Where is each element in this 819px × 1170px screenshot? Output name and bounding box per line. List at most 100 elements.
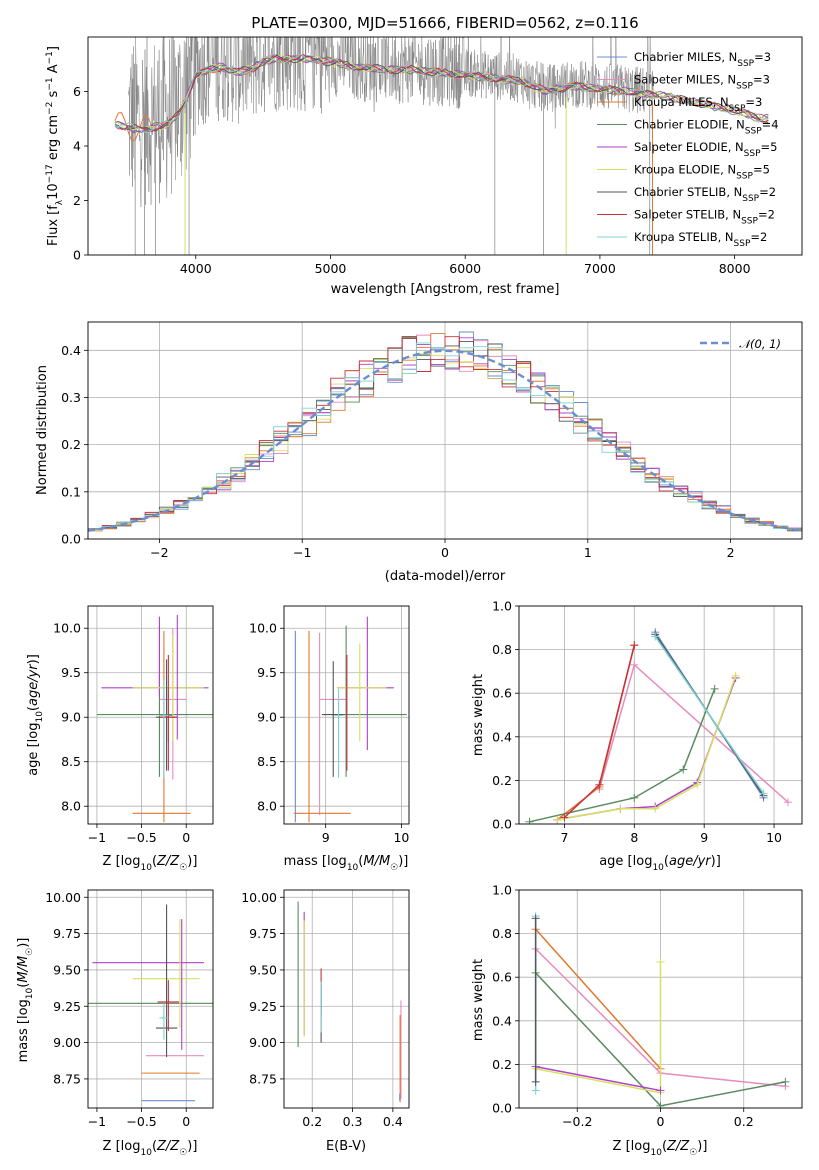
x-tick-label: 4000 bbox=[180, 261, 212, 276]
y-tick-label: 0.3 bbox=[61, 390, 81, 405]
x-tick-label: 9 bbox=[322, 830, 330, 845]
legend-entry: Kroupa STELIB, NSSP=2 bbox=[634, 230, 767, 249]
y-tick-label: 4 bbox=[73, 139, 81, 154]
grid bbox=[88, 890, 213, 1108]
y-tick-label: 8.75 bbox=[249, 1071, 277, 1086]
x-tick-label: 0.2 bbox=[302, 1114, 322, 1129]
x-tick-label: 0 bbox=[182, 830, 190, 845]
y-tick-label: 10.0 bbox=[53, 621, 81, 636]
y-tick-label: 0.8 bbox=[492, 926, 512, 941]
x-axis-label: (data-model)/error bbox=[385, 569, 506, 584]
axes-frame bbox=[87, 605, 214, 825]
series-line-chabrier_elodie bbox=[529, 688, 716, 823]
x-tick-label: 7 bbox=[560, 830, 568, 845]
plot-content bbox=[525, 628, 793, 824]
axes-frame bbox=[518, 605, 803, 825]
model-spectrum-salpeter_elodie bbox=[114, 54, 769, 134]
x-tick-label: 0.4 bbox=[383, 1114, 403, 1129]
x-tick-label: 7000 bbox=[584, 261, 616, 276]
y-tick-label: 9.25 bbox=[249, 999, 277, 1014]
x-axis-label: Z [log10(Z/Z☉)] bbox=[103, 854, 198, 873]
y-tick-label: 0.0 bbox=[61, 532, 81, 547]
y-tick-label: 2 bbox=[73, 193, 81, 208]
y-tick-label: 10.00 bbox=[241, 890, 277, 905]
y-tick-label: 10.0 bbox=[249, 621, 277, 636]
y-tick-label: 9.5 bbox=[257, 665, 277, 680]
x-tick-label: 1 bbox=[584, 545, 592, 560]
legend-entry: Chabrier ELODIE, NSSP=4 bbox=[634, 118, 779, 137]
legend-entry: Salpeter MILES, NSSP=3 bbox=[634, 73, 770, 92]
plot-age-z: −1 −0.5 0 8.0 8.5 9.0 9.5 10.0 Z [log10(Z/Z☉)] ag… bbox=[26, 605, 214, 873]
plot-content bbox=[531, 912, 790, 1108]
plot-mass-ebv: 0.2 0.3 0.4 8.75 9.00 9.25 9.50 9.75 10.00 E(B-V) bbox=[241, 889, 410, 1154]
series-line-kroupa_stelib bbox=[654, 636, 765, 794]
x-tick-label: 0 bbox=[657, 1114, 665, 1129]
x-tick-label: −0.2 bbox=[562, 1114, 592, 1129]
residual-histogram-kroupa_stelib bbox=[88, 342, 802, 531]
series-line-kroupa_miles bbox=[535, 928, 662, 1070]
x-tick-label: 10 bbox=[393, 830, 409, 845]
legend-entry: Kroupa MILES, NSSP=3 bbox=[634, 95, 762, 114]
legend-entry: Salpeter STELIB, NSSP=2 bbox=[634, 208, 775, 227]
y-tick-label: 9.25 bbox=[53, 999, 81, 1014]
x-tick-label: −0.5 bbox=[126, 830, 156, 845]
observed-spectrum bbox=[128, 37, 655, 207]
x-axis-label: wavelength [Angstrom, rest frame] bbox=[331, 282, 560, 297]
y-tick-label: 1.0 bbox=[492, 599, 512, 614]
spectrum-legend: Chabrier MILES, NSSP=3 Salpeter MILES, NS… bbox=[597, 50, 779, 249]
gaussian-reference-line bbox=[88, 349, 802, 532]
plot-content bbox=[114, 37, 769, 255]
x-tick-label: −0.5 bbox=[126, 1114, 156, 1129]
x-axis-label: mass [log10(M/M☉)] bbox=[284, 854, 409, 873]
x-axis-label: age [log10(age/yr)] bbox=[599, 854, 721, 873]
y-tick-label: 0.0 bbox=[492, 817, 512, 832]
plot-spectrum: 4000 5000 6000 7000 8000 0 2 4 6 wavelength [Angs… bbox=[45, 36, 803, 297]
x-tick-label: −1 bbox=[293, 545, 311, 560]
legend-entry: 𝒩(0, 1) bbox=[739, 337, 781, 351]
plot-residuals: −2 −1 0 1 2 0.0 0.1 0.2 0.3 0.4 𝒩(0, 1) (data-model… bbox=[35, 321, 803, 584]
axes-frame bbox=[87, 889, 214, 1109]
y-tick-label: 9.0 bbox=[61, 710, 81, 725]
figure-title: PLATE=0300, MJD=51666, FIBERID=0562, z=0… bbox=[251, 14, 638, 32]
axes-frame bbox=[283, 889, 410, 1109]
y-tick-label: 9.75 bbox=[53, 926, 81, 941]
y-tick-label: 0.0 bbox=[492, 1101, 512, 1116]
y-axis-label: mass [log10(M/M☉)] bbox=[16, 938, 35, 1063]
legend-entry: Chabrier STELIB, NSSP=2 bbox=[634, 185, 776, 204]
y-tick-label: 8.75 bbox=[53, 1071, 81, 1086]
x-tick-label: 9 bbox=[700, 830, 708, 845]
y-tick-label: 0.1 bbox=[61, 484, 81, 499]
legend-entry: Kroupa ELODIE, NSSP=5 bbox=[634, 163, 770, 182]
plot-age-mass: 9 10 8.0 8.5 9.0 9.5 10.0 mass [log10(M/M☉)] bbox=[249, 605, 410, 873]
y-axis-label: Flux [fλ10−17 erg cm−2 s−1 A−1] bbox=[45, 46, 65, 246]
y-axis-label: mass weight bbox=[471, 674, 486, 756]
y-tick-label: 0 bbox=[73, 248, 81, 263]
y-tick-label: 0.4 bbox=[492, 729, 512, 744]
model-spectrum-kroupa_stelib bbox=[114, 53, 769, 134]
y-tick-label: 1.0 bbox=[492, 883, 512, 898]
x-tick-label: −1 bbox=[88, 830, 106, 845]
y-tick-label: 8.5 bbox=[61, 754, 81, 769]
x-tick-label: 2 bbox=[727, 545, 735, 560]
x-tick-label: 8 bbox=[630, 830, 638, 845]
y-tick-label: 0.8 bbox=[492, 642, 512, 657]
plot-content bbox=[297, 901, 402, 1103]
x-tick-label: 5000 bbox=[315, 261, 347, 276]
y-tick-label: 9.50 bbox=[249, 962, 277, 977]
legend-entry: Chabrier MILES, NSSP=3 bbox=[634, 50, 771, 69]
x-tick-label: −1 bbox=[88, 1114, 106, 1129]
y-tick-label: 0.2 bbox=[61, 437, 81, 452]
y-tick-label: 10.00 bbox=[45, 890, 81, 905]
x-tick-label: 6000 bbox=[449, 261, 481, 276]
plot-content bbox=[96, 614, 213, 823]
x-tick-label: −2 bbox=[150, 545, 168, 560]
plot-content bbox=[293, 616, 407, 823]
y-tick-label: 9.00 bbox=[249, 1035, 277, 1050]
x-tick-label: 8000 bbox=[719, 261, 751, 276]
y-axis-label: Normed distribution bbox=[35, 365, 50, 495]
y-tick-label: 0.6 bbox=[492, 970, 512, 985]
x-axis-label: Z [log10(Z/Z☉)] bbox=[613, 1139, 708, 1158]
x-axis-label: E(B-V) bbox=[326, 1139, 366, 1154]
plot-weight-age: 7 8 9 10 0.0 0.2 0.4 0.6 0.8 1.0 age [log10(age/yr… bbox=[471, 599, 803, 873]
y-tick-label: 9.50 bbox=[53, 962, 81, 977]
